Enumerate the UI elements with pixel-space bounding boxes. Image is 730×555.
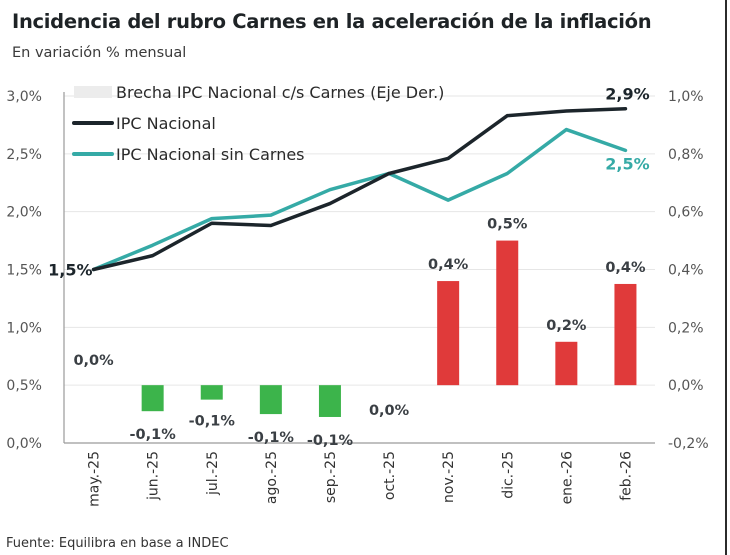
left-tick-label: 1,5% [6,263,42,279]
right-tick-label: 0,0% [668,378,704,394]
x-tick-label: may.-25 [87,451,103,507]
bar-data-label: 0,4% [428,257,469,273]
right-tick-label: 1,0% [668,89,704,105]
bar-data-label: -0,1% [248,430,295,446]
x-tick-label: dic.-25 [500,451,516,499]
bar-data-label: 0,5% [487,217,528,233]
ipc-sin-carnes-end-label: 2,5% [605,154,649,173]
x-tick-label: oct.-25 [382,451,398,500]
legend-label-ipc-nacional: IPC Nacional [116,114,216,133]
bar [555,341,578,386]
bars-brecha [141,240,637,417]
bar-data-label: -0,1% [307,433,354,449]
bar-data-label: 0,0% [73,353,114,369]
bar-data-label: 0,2% [546,318,587,334]
axes [63,92,655,444]
legend-label-brecha: Brecha IPC Nacional c/s Carnes (Eje Der.… [116,83,444,102]
legend: Brecha IPC Nacional c/s Carnes (Eje Der.… [72,83,444,164]
x-tick-label: feb.-26 [618,451,634,501]
left-tick-label: 2,5% [6,147,42,163]
chart-title: Incidencia del rubro Carnes en la aceler… [12,10,652,33]
ipc-nacional-start-label: 1,5% [48,261,92,280]
bar [200,385,223,400]
lines [91,106,628,272]
legend-label-ipc-sin-carnes: IPC Nacional sin Carnes [116,145,305,164]
x-tick-label: ago.-25 [264,451,280,504]
right-axis-ticks: -0,2% 0,0% 0,2% 0,4% 0,6% 0,8% 1,0% [668,89,709,452]
bar [614,283,637,386]
left-tick-label: 2,0% [6,205,42,221]
source-note: Fuente: Equilibra en base a INDEC [6,536,229,551]
left-tick-label: 0,5% [6,378,42,394]
bar [318,385,341,417]
bar [437,281,460,386]
x-tick-label: nov.-25 [441,451,457,503]
right-tick-label: -0,2% [668,436,709,452]
x-tick-label: jun.-25 [146,451,162,501]
bar [496,240,519,386]
bar-data-label: -0,1% [189,414,236,430]
right-tick-label: 0,8% [668,147,704,163]
left-axis-ticks: 0,0% 0,5% 1,0% 1,5% 2,0% 2,5% 3,0% [6,89,42,452]
x-tick-label: ene.-26 [559,451,575,505]
x-tick-label: sep.-25 [323,451,339,503]
line-ipc-sin-carnes [91,127,628,272]
left-tick-label: 1,0% [6,320,42,336]
bar-data-label: 0,0% [369,403,410,419]
x-tick-label: jul.-25 [205,451,221,496]
right-tick-label: 0,6% [668,205,704,221]
bar [141,385,164,412]
bar [259,385,282,415]
ipc-nacional-end-label: 2,9% [605,85,649,104]
right-tick-label: 0,2% [668,320,704,336]
bar-data-label: -0,1% [130,427,177,443]
left-tick-label: 3,0% [6,89,42,105]
legend-swatch-brecha [74,86,112,98]
chart-subtitle: En variación % mensual [12,45,187,61]
x-axis-ticks: may.-25 jun.-25 jul.-25 ago.-25 sep.-25 oct.-… [87,451,635,507]
line-ipc-nacional [91,106,628,272]
right-tick-label: 0,4% [668,263,704,279]
bar-data-label: 0,4% [605,260,646,276]
left-tick-label: 0,0% [6,436,42,452]
data-labels: 0,0% -0,1% -0,1% -0,1% -0,1% 0,0% 0,4% 0,5% 0,2%… [48,85,649,449]
